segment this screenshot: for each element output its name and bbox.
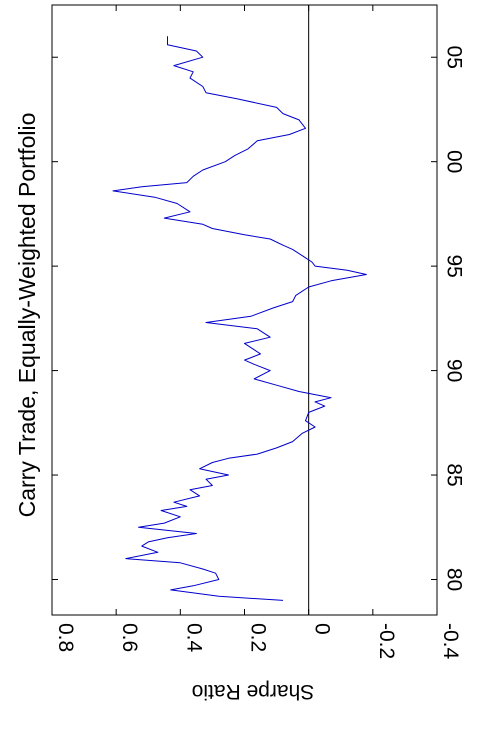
y-axis-title: Sharpe Ratio [192,680,315,703]
value-tick-label: 0 [311,623,334,635]
value-tick-label: 0.2 [247,623,270,652]
time-tick-label: 90 [442,359,465,382]
value-tick-label: 0.4 [182,623,205,653]
time-tick-label: 05 [442,46,465,69]
tick-marks [51,5,438,615]
time-tick-label: 85 [442,463,465,486]
tick-labels: 80 85 90 95 00 05 -0.4 -0.2 0 0.2 0.4 0.6 0.8 [54,46,465,660]
series-layer [112,36,367,601]
plot-frame [51,4,438,616]
value-tick-label: -0.4 [439,623,462,660]
time-tick-label: 95 [442,254,465,277]
value-tick-label: 0.6 [118,623,141,652]
value-tick-label: 0.8 [54,623,77,652]
time-tick-label: 00 [442,150,465,173]
time-tick-label: 80 [442,568,465,591]
sharpe-ratio-line [112,36,367,601]
value-tick-label: -0.2 [375,623,398,659]
chart-title: Carry Trade, Equally-Weighted Portfolio [14,113,40,518]
